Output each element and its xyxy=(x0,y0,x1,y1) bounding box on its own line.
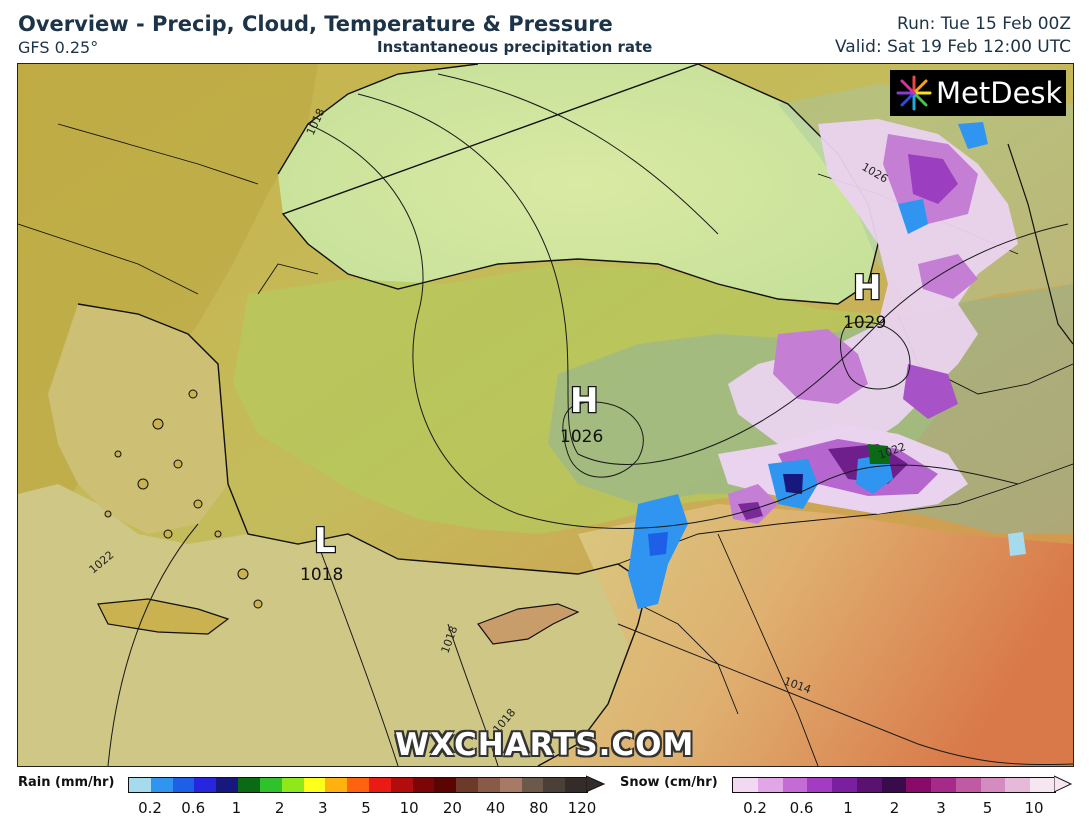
rain-colorbar xyxy=(128,777,588,793)
rain-color-swatch xyxy=(259,778,282,792)
snow-color-swatch xyxy=(733,778,758,792)
snow-color-swatch xyxy=(881,778,907,792)
valid-time: Valid: Sat 19 Feb 12:00 UTC xyxy=(834,37,1071,57)
rain-tick-label: 1 xyxy=(231,799,242,817)
rain-color-swatch xyxy=(129,778,151,792)
caspian-coast xyxy=(1007,143,1073,345)
svg-text:L: L xyxy=(314,521,336,561)
snow-colorbar xyxy=(732,777,1056,793)
metdesk-logo-icon xyxy=(896,75,932,111)
snow-tick-label: 1 xyxy=(843,799,853,817)
rain-color-swatch xyxy=(325,778,348,792)
rain-color-swatch xyxy=(303,778,326,792)
model-name: GFS 0.25° xyxy=(18,38,99,57)
rain-color-swatch xyxy=(456,778,478,792)
rain-color-swatch xyxy=(521,778,544,792)
snow-tick-label: 0.2 xyxy=(743,799,767,817)
rain-tick-label: 120 xyxy=(567,799,597,817)
svg-text:H: H xyxy=(853,268,881,308)
rain-tick-label: 10 xyxy=(399,799,419,817)
snow-precip xyxy=(718,119,1018,524)
rain-color-swatch xyxy=(499,778,522,792)
snow-color-swatch xyxy=(832,778,857,792)
snow-colorbar-arrow xyxy=(1054,775,1073,793)
rain-tick-label: 40 xyxy=(486,799,506,817)
rain-color-swatch xyxy=(216,778,239,792)
rain-color-swatch xyxy=(565,778,588,792)
rain-color-swatch xyxy=(412,778,435,792)
snow-tick-label: 5 xyxy=(982,799,993,817)
rain-color-swatch xyxy=(543,778,566,792)
aegean-islands xyxy=(104,389,263,609)
rain-color-swatch xyxy=(434,778,457,792)
high-pressure-center-east: H 1029 xyxy=(843,267,886,333)
snow-color-swatch xyxy=(1030,778,1055,792)
snow-color-swatch xyxy=(782,778,808,792)
rain-tick-label: 20 xyxy=(442,799,462,817)
rain-tick-label: 5 xyxy=(361,799,371,817)
rain-color-swatch xyxy=(390,778,413,792)
chart-subtitle: Instantaneous precipitation rate xyxy=(377,38,653,56)
snow-color-swatch xyxy=(955,778,981,792)
metdesk-logo: MetDesk xyxy=(890,70,1066,116)
map-canvas: 1018 1026 1022 1022 1018 1018 1014 H 102… xyxy=(18,64,1073,766)
svg-text:1029: 1029 xyxy=(843,313,886,333)
crete-island xyxy=(97,598,230,635)
isobars xyxy=(107,73,1073,766)
snow-tick-label: 3 xyxy=(936,799,946,817)
mediterranean-coast xyxy=(77,303,649,766)
svg-text:H: H xyxy=(570,381,598,421)
svg-text:1018: 1018 xyxy=(300,565,343,585)
snow-color-swatch xyxy=(931,778,956,792)
rain-color-swatch xyxy=(368,778,391,792)
snow-color-swatch xyxy=(856,778,882,792)
snow-color-swatch xyxy=(980,778,1006,792)
svg-text:1026: 1026 xyxy=(560,427,603,447)
chart-title: Overview - Precip, Cloud, Temperature & … xyxy=(18,12,613,36)
aegean-sea xyxy=(48,304,228,534)
rain-colorbar-arrow xyxy=(586,775,606,793)
rain-color-swatch xyxy=(172,778,195,792)
snow-color-swatch xyxy=(906,778,932,792)
rain-color-swatch xyxy=(150,778,173,792)
low-pressure-center: L 1018 xyxy=(300,520,343,585)
rain-tick-label: 2 xyxy=(274,799,285,817)
snow-color-swatch xyxy=(807,778,833,792)
rain-color-swatch xyxy=(194,778,217,792)
rain-color-swatch xyxy=(478,778,500,792)
levant-terrain xyxy=(538,504,1073,766)
weather-map[interactable]: 1018 1026 1022 1022 1018 1018 1014 H 102… xyxy=(17,63,1074,767)
snow-color-swatch xyxy=(757,778,783,792)
rain-color-swatch xyxy=(238,778,260,792)
cyprus-island xyxy=(477,603,580,645)
snow-tick-label: 10 xyxy=(1024,799,1044,817)
rain-precip xyxy=(628,122,1026,609)
snow-color-swatch xyxy=(1005,778,1031,792)
high-pressure-center-west: H 1026 xyxy=(560,380,603,447)
rain-tick-label: 0.2 xyxy=(138,799,162,817)
rain-legend-label: Rain (mm/hr) xyxy=(18,775,115,790)
run-time: Run: Tue 15 Feb 00Z xyxy=(897,14,1071,34)
rain-tick-label: 80 xyxy=(529,799,549,817)
rain-tick-label: 3 xyxy=(318,799,328,817)
wxcharts-watermark: WXCHARTS.COM xyxy=(395,727,695,763)
rain-tick-label: 0.6 xyxy=(181,799,206,817)
rain-color-swatch xyxy=(347,778,369,792)
snow-tick-label: 2 xyxy=(889,799,900,817)
rain-color-swatch xyxy=(281,778,304,792)
snow-legend-label: Snow (cm/hr) xyxy=(620,775,718,790)
black-sea xyxy=(278,64,878,304)
snow-tick-label: 0.6 xyxy=(789,799,814,817)
metdesk-logo-text: MetDesk xyxy=(936,76,1063,110)
